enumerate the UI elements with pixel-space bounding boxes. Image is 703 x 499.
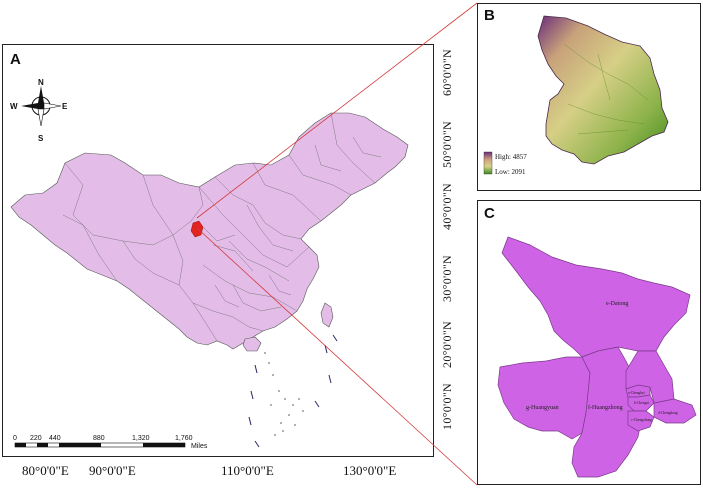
- lon-80: 80°0'0"E: [22, 463, 69, 478]
- compass-n: N: [38, 78, 44, 87]
- district-huangzhong: [571, 346, 643, 478]
- lon-130: 130°0'0"E: [343, 463, 397, 478]
- panel-b-dem: B High: 4857 Low: 2091: [477, 3, 701, 191]
- china-territory: [10, 112, 409, 350]
- lat-30: 30°0'0"N: [440, 255, 454, 302]
- scale-tick-0: 0: [13, 435, 17, 442]
- compass-w: W: [10, 102, 18, 111]
- north-arrow-icon: [21, 86, 62, 127]
- lat-50: 50°0'0"N: [440, 121, 454, 168]
- panel-c-districts: C e-Datong g-Huangyuan f-Huangzhong a-Ch…: [477, 200, 701, 485]
- dem-legend-ramp: [483, 151, 493, 175]
- south-china-sea-islands: [264, 352, 304, 436]
- dem-study-area: [537, 15, 669, 165]
- nine-dash-line: [248, 334, 338, 448]
- panel-a-label: A: [10, 51, 21, 68]
- lat-40: 40°0'0"N: [440, 183, 454, 230]
- scale-unit: Miles: [191, 443, 208, 450]
- lat-20: 20°0'0"N: [440, 321, 454, 368]
- compass-s: S: [38, 134, 44, 143]
- district-southeast: [625, 350, 675, 404]
- china-map: N S E W 0 220 440 880 1,320 1,760 Miles: [10, 78, 409, 450]
- lat-60: 60°0'0"N: [440, 49, 454, 96]
- panel-a-china-map: A: [2, 44, 454, 457]
- scale-tick-440: 440: [49, 435, 61, 442]
- scale-tick-1760: 1,760: [175, 435, 193, 442]
- scale-tick-220: 220: [30, 435, 42, 442]
- lat-10: 10°0'0"N: [440, 383, 454, 430]
- district-chengzhong: [627, 410, 655, 432]
- lon-90: 90°0'0"E: [89, 463, 136, 478]
- district-map: e-Datong g-Huangyuan f-Huangzhong a-Chen…: [497, 236, 697, 478]
- hainan-island: [242, 336, 262, 352]
- compass-e: E: [62, 102, 68, 111]
- district-chengxi: [627, 394, 655, 412]
- dem-map: High: 4857 Low: 2091: [483, 15, 669, 176]
- dem-legend-high: High: 4857: [495, 153, 527, 161]
- district-chengdong: [653, 398, 697, 424]
- label-huangzhong: f-Huangzhong: [588, 404, 623, 411]
- district-datong: [501, 236, 691, 358]
- label-datong: e-Datong: [606, 301, 628, 307]
- scale-bar: 0 220 440 880 1,320 1,760 Miles: [13, 435, 208, 450]
- label-chengxi: b-Chengxi: [634, 401, 649, 405]
- scale-tick-880: 880: [93, 435, 105, 442]
- label-chengzhong: c-Chengzhong: [631, 418, 652, 422]
- dem-drainage: [563, 43, 649, 135]
- scale-tick-1320: 1,320: [132, 435, 150, 442]
- taiwan-island: [320, 302, 334, 328]
- label-chengbei: a-Chengbei: [628, 391, 645, 395]
- panel-b-label: B: [484, 7, 495, 24]
- lon-110: 110°0'0"E: [221, 463, 274, 478]
- label-chengdong: d-Chengdong: [658, 411, 678, 415]
- panel-c-label: C: [484, 205, 495, 222]
- label-huangyuan: g-Huangyuan: [526, 405, 559, 411]
- dem-legend-low: Low: 2091: [495, 168, 526, 176]
- district-huangyuan: [497, 356, 591, 440]
